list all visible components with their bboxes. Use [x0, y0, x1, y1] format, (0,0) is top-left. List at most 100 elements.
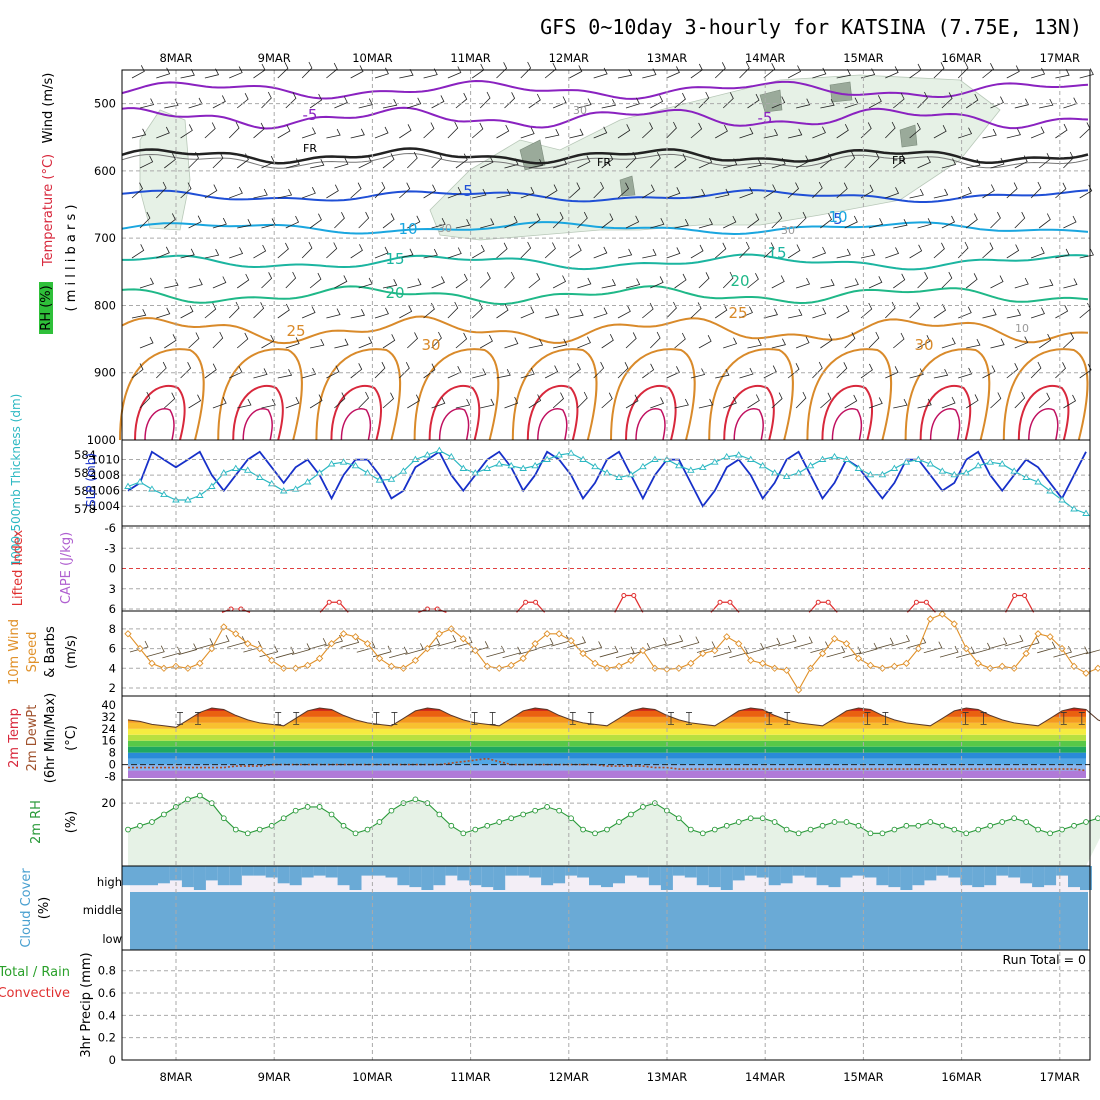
temp-isoline-minus10	[121, 79, 1089, 100]
wind-barb	[715, 369, 730, 379]
temp-minmax-bar	[1060, 712, 1067, 725]
cloud-high-bar	[996, 866, 1009, 876]
wind-barb	[1030, 126, 1045, 139]
contour-label: 10	[1015, 322, 1029, 335]
wind10m-barb	[680, 636, 700, 649]
thickness-marker	[830, 452, 839, 460]
wind-barb	[528, 159, 544, 169]
wind10m-barb	[648, 637, 667, 650]
wind-barb	[836, 124, 849, 139]
temp-band	[128, 740, 1086, 747]
wind-barb	[909, 188, 924, 199]
wind-barb	[504, 396, 519, 409]
wind10m-barb	[194, 638, 214, 650]
wind-barb	[228, 121, 240, 139]
wind10m-barb	[567, 636, 586, 648]
wind10m-marker	[1034, 630, 1042, 638]
wind10m-barb	[891, 634, 910, 647]
wind-barb	[471, 122, 484, 139]
wind-barb	[674, 153, 687, 169]
wind-barb	[577, 98, 592, 109]
wind-barb	[261, 91, 272, 109]
wind-barb	[156, 126, 170, 139]
cloud-high-bar	[553, 866, 566, 884]
wind10m-marker	[339, 630, 348, 638]
wind-barb	[431, 218, 446, 229]
wind-barb	[666, 121, 677, 139]
wind10m-units-label: (m/s)	[64, 635, 79, 669]
wind-barb	[820, 213, 833, 229]
cloud-high-bar	[373, 866, 386, 876]
wind-barb	[788, 128, 803, 139]
wind10m-marker	[232, 630, 240, 638]
wind10m-barb	[810, 641, 829, 653]
wind-barb	[382, 279, 398, 289]
thickness-marker	[914, 455, 923, 462]
wind-barb	[471, 244, 485, 259]
wind-barb	[285, 158, 300, 169]
wind-barb	[334, 157, 349, 169]
wind-barb	[139, 98, 155, 109]
wind-barb	[545, 128, 560, 139]
wind-barb	[715, 124, 728, 139]
lifted-index-marker	[631, 593, 637, 598]
wind-barb	[569, 128, 584, 139]
wind-barb	[261, 218, 276, 229]
contour-label: 15	[767, 244, 786, 262]
wind-barb	[1014, 277, 1029, 289]
wind-barb	[844, 278, 859, 289]
wind10m-marker	[747, 656, 755, 665]
wind10m-barb	[794, 636, 813, 649]
temp-minmax-bar	[587, 712, 594, 725]
temp-isoline-40-loop	[242, 408, 273, 441]
wind-barb	[617, 124, 631, 139]
temp2m-units-label: (°C)	[64, 725, 79, 751]
wind-barb	[382, 153, 395, 169]
lifted-index-marker	[913, 599, 919, 605]
wind-barb	[577, 336, 591, 349]
top-date-label: 9MAR	[258, 51, 291, 65]
cloud-high-bar	[972, 866, 985, 888]
rh2m-marker	[220, 815, 227, 822]
wind-barb	[941, 271, 953, 289]
thickness-marker	[495, 460, 504, 467]
wind-barb	[301, 187, 316, 199]
cloud-high-bar	[672, 866, 685, 876]
wind-barb	[933, 62, 945, 79]
wind-barb	[350, 244, 363, 259]
top-date-label: 8MAR	[159, 51, 192, 65]
wind-barb	[528, 273, 541, 289]
wind10m-barb	[988, 637, 1008, 650]
cloud-high-bar	[852, 866, 865, 876]
wind-barb	[933, 125, 947, 139]
cloud-high-bar	[313, 866, 326, 876]
wind-barb	[787, 65, 802, 79]
temp-isoline-35-loop	[821, 385, 874, 441]
rh2m-marker	[508, 815, 515, 822]
rh2m-marker	[975, 826, 982, 833]
wind10m-barb	[178, 643, 198, 655]
rh2m-marker	[544, 804, 550, 810]
thickness-marker	[196, 491, 204, 498]
wind-barb	[236, 153, 249, 169]
cloud-high-bar	[768, 866, 781, 886]
thickness-marker	[962, 469, 971, 476]
wind-barb	[212, 95, 226, 109]
wind-barb	[504, 271, 515, 289]
wind10m-barb	[583, 641, 603, 653]
wind-barb	[723, 158, 738, 169]
temp-band	[128, 752, 1086, 759]
wind-barb	[763, 242, 775, 259]
cloud-middle-low-fill	[130, 892, 1088, 950]
wind10m-barb	[486, 645, 505, 658]
temp-tick-label: 16	[101, 734, 116, 748]
rh2m-marker	[1095, 815, 1100, 822]
wind-barb	[933, 242, 945, 259]
wind-barb	[431, 397, 446, 409]
rh-axis-label: RH (%)	[39, 285, 54, 330]
precip-total-label: Total / Rain	[0, 965, 70, 980]
cloud-high-bar	[1080, 866, 1092, 890]
wind-barb	[334, 392, 346, 409]
wind-barb	[188, 215, 202, 229]
